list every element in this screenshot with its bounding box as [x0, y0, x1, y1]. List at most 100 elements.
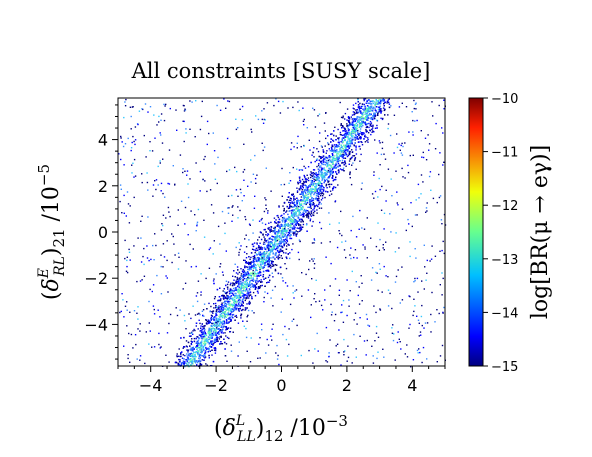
scatter-point: [285, 338, 288, 341]
scatter-point: [120, 310, 122, 313]
scatter-point: [353, 124, 356, 126]
scatter-point: [336, 146, 338, 148]
scatter-point: [310, 207, 312, 210]
scatter-point: [351, 164, 353, 166]
scatter-point: [283, 240, 285, 243]
scatter-point: [222, 274, 224, 276]
scatter-point: [200, 325, 202, 327]
scatter-point: [345, 136, 348, 138]
scatter-point: [247, 276, 250, 278]
scatter-point: [255, 269, 257, 271]
scatter-point: [253, 285, 255, 288]
scatter-point: [277, 221, 279, 223]
scatter-point: [267, 256, 270, 258]
scatter-point: [312, 199, 315, 202]
scatter-point: [186, 360, 188, 362]
scatter-point: [309, 204, 312, 206]
scatter-point: [213, 324, 215, 326]
scatter-point: [318, 197, 320, 200]
scatter-point: [338, 156, 340, 158]
scatter-point: [371, 110, 374, 112]
scatter-point: [348, 133, 350, 135]
scatter-point: [303, 190, 306, 192]
scatter-point: [239, 294, 242, 297]
scatter-point: [283, 230, 285, 232]
scatter-point: [291, 206, 294, 208]
scatter-point: [176, 355, 178, 358]
scatter-point: [321, 174, 324, 176]
scatter-point: [191, 338, 193, 340]
scatter-point: [196, 352, 199, 354]
scatter-point: [343, 137, 345, 139]
scatter-point: [294, 231, 297, 233]
scatter-point: [299, 179, 301, 181]
scatter-point: [281, 219, 283, 221]
scatter-point: [334, 186, 337, 189]
scatter-point: [370, 100, 373, 102]
scatter-point: [289, 180, 292, 182]
scatter-point: [287, 253, 289, 255]
scatter-point: [295, 235, 298, 237]
scatter-point: [235, 118, 237, 120]
scatter-point: [217, 156, 219, 159]
scatter-point: [234, 319, 236, 321]
scatter-point: [208, 336, 210, 338]
scatter-point: [174, 254, 176, 256]
scatter-point: [312, 184, 315, 186]
scatter-point: [302, 223, 305, 226]
scatter-point: [252, 255, 254, 258]
scatter-point: [305, 211, 307, 213]
scatter-point: [199, 345, 201, 347]
scatter-point: [201, 340, 203, 342]
scatter-point: [334, 313, 337, 316]
scatter-point: [331, 148, 333, 150]
scatter-point: [278, 225, 280, 228]
scatter-point: [193, 358, 195, 360]
scatter-point: [388, 106, 391, 109]
scatter-point: [275, 235, 277, 237]
scatter-point: [268, 222, 270, 224]
scatter-point: [247, 274, 250, 276]
scatter-point: [290, 221, 293, 223]
scatter-point: [288, 192, 290, 194]
scatter-point: [213, 328, 216, 330]
scatter-point: [230, 295, 232, 297]
scatter-point: [266, 255, 269, 257]
scatter-point: [376, 152, 378, 154]
scatter-point: [257, 286, 260, 288]
scatter-point: [201, 310, 204, 312]
scatter-point: [221, 304, 223, 306]
scatter-point: [355, 147, 357, 149]
scatter-point: [266, 245, 268, 247]
scatter-point: [234, 296, 236, 298]
scatter-point: [300, 187, 302, 189]
scatter-point: [157, 309, 159, 311]
scatter-point: [280, 248, 282, 250]
scatter-point: [328, 148, 330, 150]
scatter-point: [339, 150, 341, 153]
scatter-point: [279, 227, 281, 229]
scatter-point: [214, 348, 217, 350]
scatter-point: [186, 346, 188, 348]
scatter-point: [240, 289, 242, 291]
scatter-point: [381, 118, 384, 121]
scatter-point: [295, 207, 297, 210]
scatter-point: [342, 156, 344, 158]
scatter-point: [188, 362, 190, 364]
scatter-point: [288, 201, 290, 204]
scatter-point: [248, 300, 251, 303]
scatter-point: [360, 123, 363, 126]
scatter-point: [188, 335, 191, 337]
scatter-point: [348, 138, 351, 141]
scatter-point: [229, 318, 232, 321]
scatter-point: [215, 310, 218, 313]
scatter-point: [247, 278, 249, 280]
scatter-point: [357, 138, 360, 140]
scatter-point: [216, 328, 218, 330]
scatter-point: [361, 144, 364, 146]
scatter-point: [269, 265, 271, 268]
scatter-point: [220, 306, 222, 308]
scatter-point: [308, 211, 310, 213]
scatter-point: [312, 188, 315, 190]
scatter-point: [239, 277, 242, 280]
